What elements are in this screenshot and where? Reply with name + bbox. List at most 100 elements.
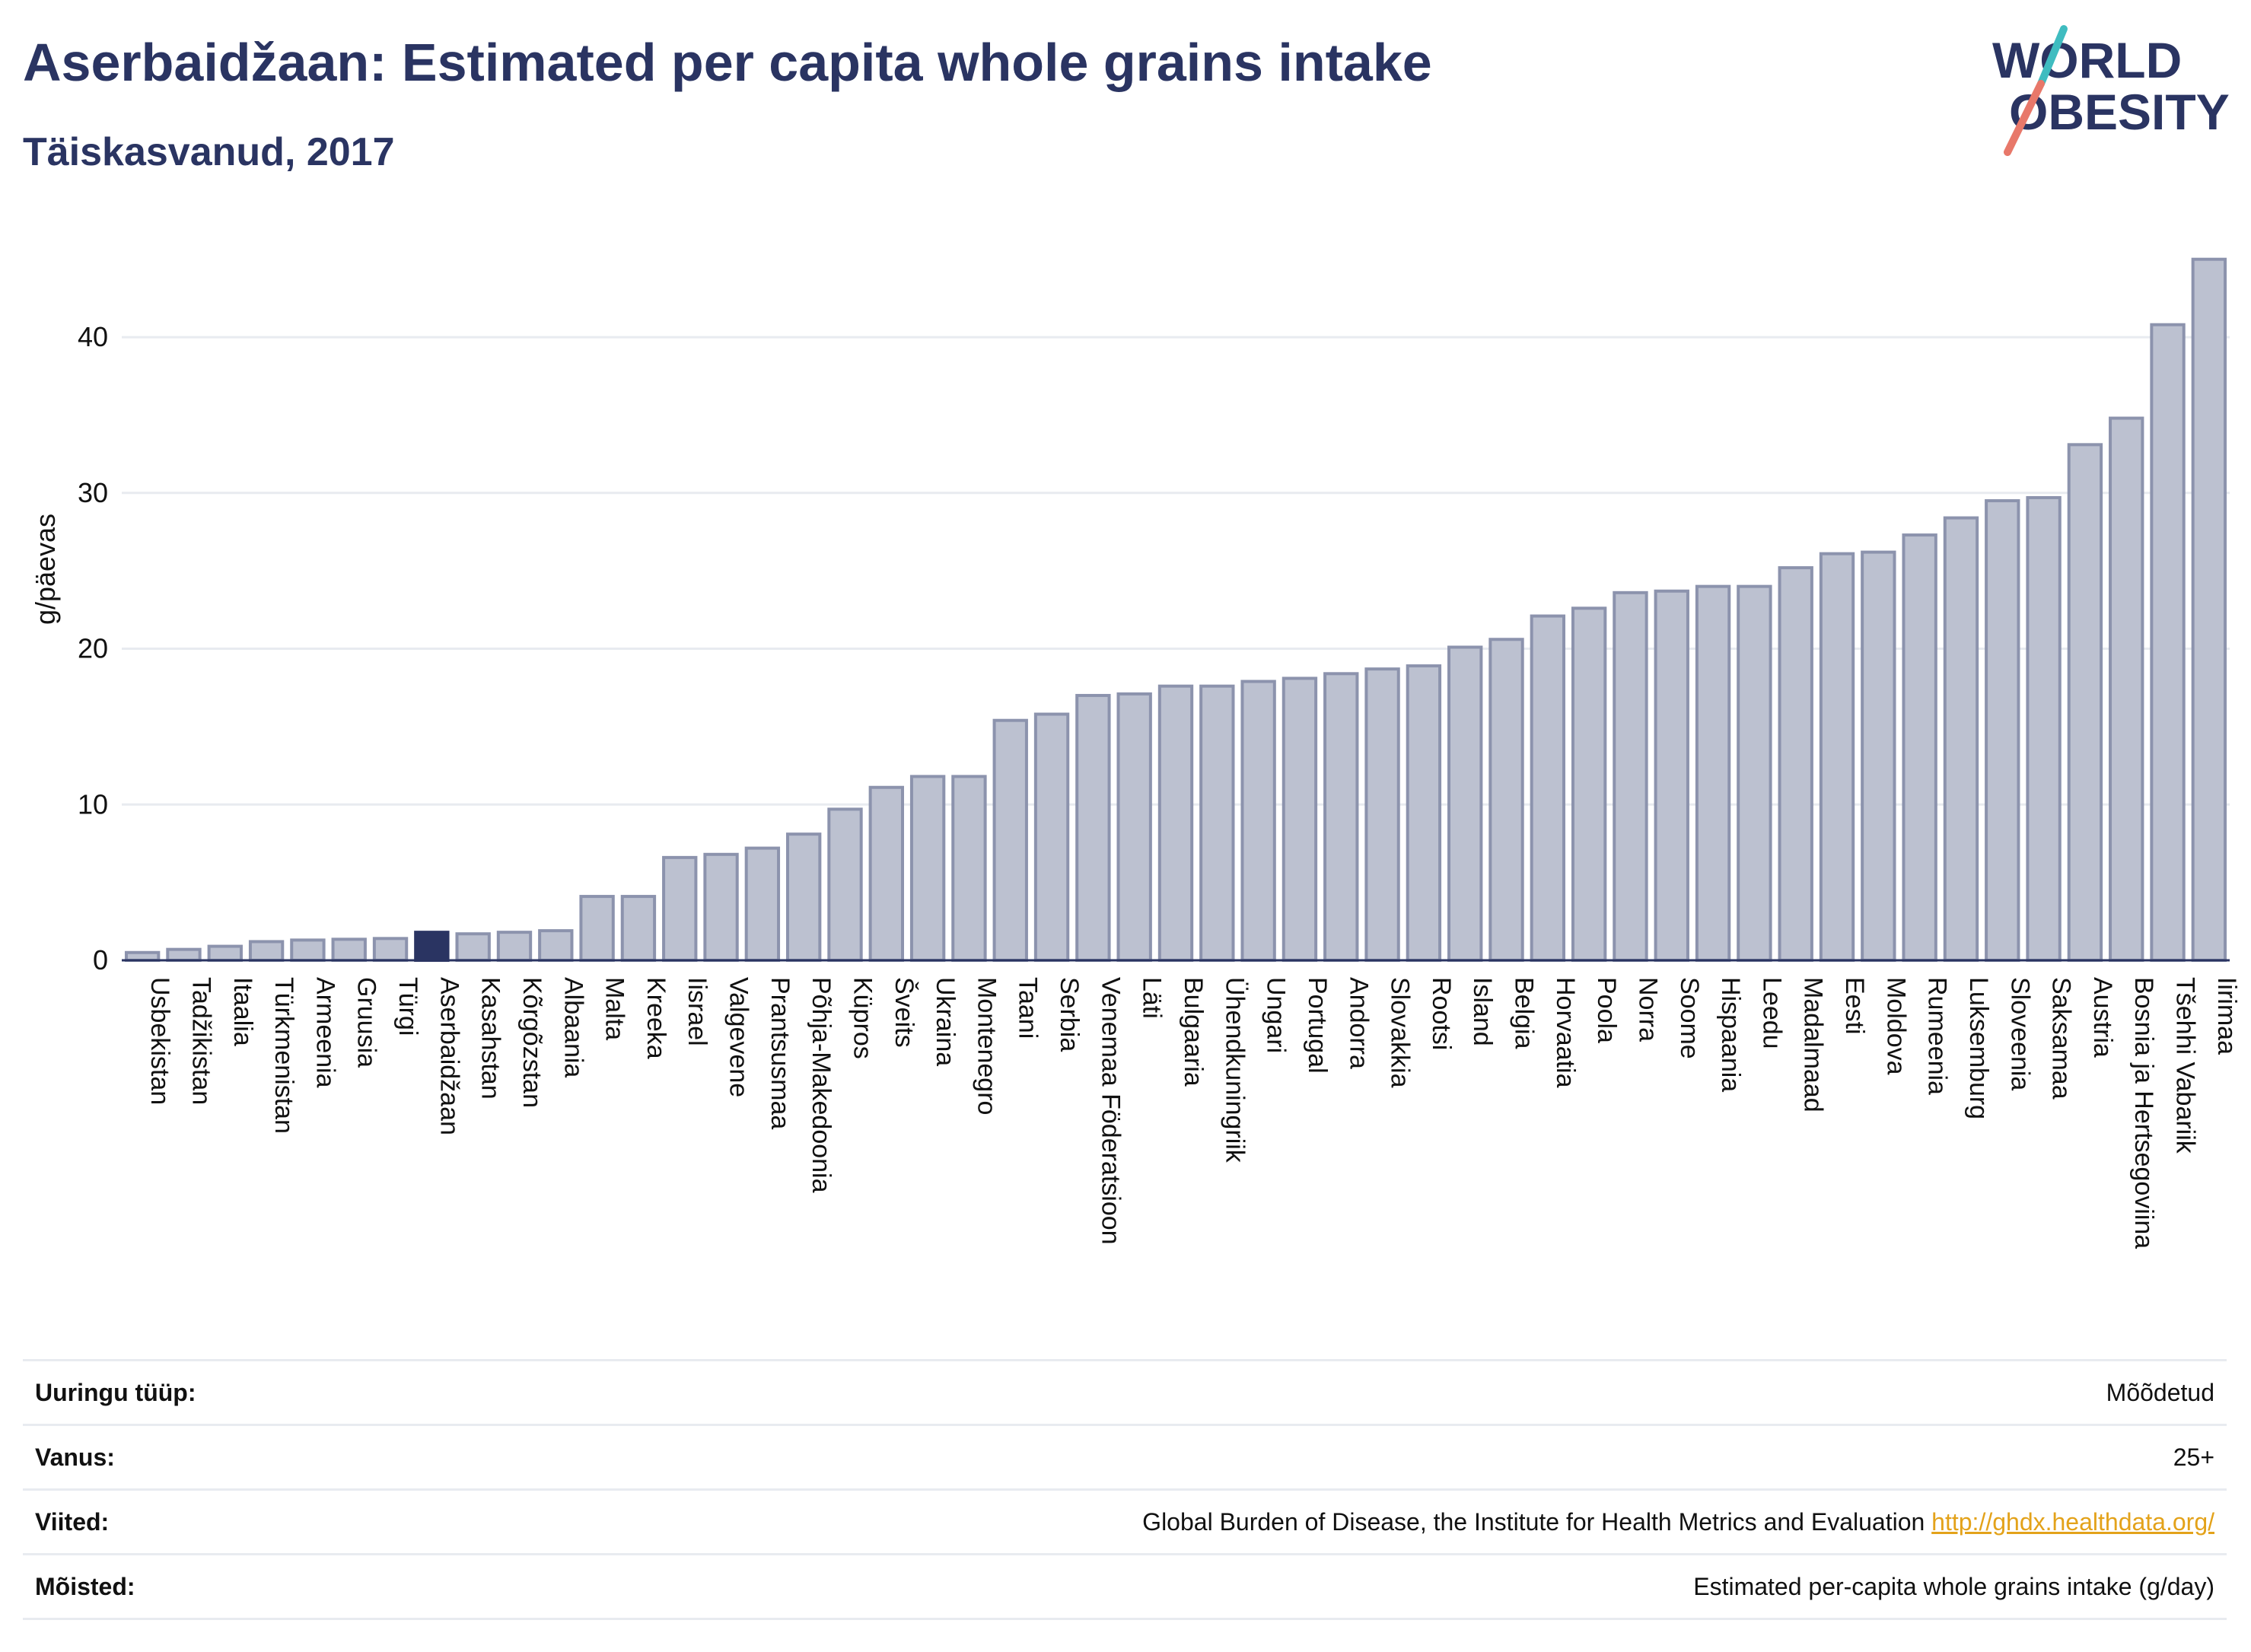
x-tick-label: Tšehhi Vabariik [2171, 977, 2200, 1154]
x-tick-label: Usbekistan [145, 977, 174, 1105]
bar[interactable] [1488, 638, 1524, 963]
bar[interactable] [290, 938, 326, 962]
bar[interactable] [703, 852, 739, 963]
bar[interactable] [124, 950, 161, 962]
bar[interactable] [2067, 443, 2103, 962]
chart-title: Aserbaidžaan: Estimated per capita whole… [23, 33, 1432, 92]
logo-slash-teal [2037, 25, 2068, 88]
logo-line-2: OBESITY [2009, 84, 2230, 140]
info-value: Global Burden of Disease, the Institute … [1142, 1507, 1925, 1536]
bar[interactable] [1530, 614, 1566, 962]
bar[interactable] [207, 944, 243, 963]
info-value-wrap: Global Burden of Disease, the Institute … [1142, 1508, 2227, 1536]
y-tick-label: 0 [93, 944, 108, 976]
bar[interactable] [620, 895, 657, 962]
x-tick-label: Läti [1138, 977, 1167, 1019]
x-tick-label: Venemaa Föderatsioon [1096, 977, 1125, 1245]
info-row-survey-type: Uuringu tüüp: Mõõdetud [23, 1359, 2227, 1424]
x-tick-label: Horvaatia [1551, 977, 1580, 1088]
bar[interactable] [1199, 684, 1235, 962]
bar[interactable] [827, 807, 863, 963]
bar[interactable] [579, 895, 615, 962]
bar[interactable] [909, 775, 946, 962]
bar[interactable] [744, 846, 781, 962]
bar[interactable] [166, 947, 202, 963]
bar[interactable] [1116, 692, 1152, 962]
bar[interactable] [538, 929, 574, 962]
x-tick-label: Bulgaaria [1179, 977, 1208, 1087]
x-tick-label: Kasahstan [476, 977, 505, 1100]
bar[interactable] [1323, 672, 1359, 962]
bar[interactable] [992, 718, 1028, 962]
bar[interactable] [1943, 516, 1979, 962]
bar[interactable] [1654, 589, 1689, 962]
info-key: Vanus: [35, 1443, 115, 1471]
bar[interactable] [1033, 712, 1070, 962]
x-axis-labels: Usbekistan Tadžikistan Itaalia Türkmenistan… [145, 977, 2241, 1249]
bar[interactable] [372, 937, 409, 963]
x-tick-label: Türkmenistan [269, 977, 298, 1134]
bar[interactable] [2109, 416, 2144, 962]
bar[interactable] [1778, 566, 1813, 962]
bar[interactable] [1240, 680, 1276, 962]
info-key: Viited: [35, 1507, 110, 1536]
world-obesity-logo: WORLD OBESITY [1992, 25, 2230, 156]
x-tick-label: Poola [1592, 977, 1621, 1043]
bar[interactable] [1861, 550, 1896, 962]
x-tick-label: Iirimaa [2212, 977, 2241, 1055]
y-axis-ticks: 0 10 20 30 40 [78, 321, 108, 976]
x-tick-label: Taani [1014, 977, 1043, 1039]
bar[interactable] [1364, 667, 1400, 963]
x-tick-label: Serbia [1055, 977, 1084, 1052]
x-tick-label: Šveits [890, 977, 919, 1048]
x-tick-label: Prantsusmaa [766, 977, 794, 1129]
x-tick-label: Leedu [1757, 977, 1786, 1049]
bar[interactable] [868, 785, 904, 963]
info-value: Estimated per-capita whole grains intake… [1693, 1572, 2214, 1600]
bar[interactable] [785, 832, 822, 962]
bar[interactable] [1819, 552, 1855, 962]
bar[interactable] [1282, 676, 1318, 963]
info-value: Mõõdetud [2106, 1378, 2214, 1406]
x-tick-label: Portugal [1303, 977, 1332, 1074]
x-tick-label: Bosnia ja Hertsegoviina [2129, 977, 2158, 1249]
x-tick-label: Itaalia [228, 977, 257, 1046]
info-key: Mõisted: [35, 1572, 135, 1600]
info-row-definitions: Mõisted: Estimated per-capita whole grai… [23, 1553, 2227, 1620]
bar[interactable] [496, 931, 533, 963]
reference-link[interactable]: http://ghdx.healthdata.org/ [1931, 1507, 2214, 1536]
x-tick-label: Kõrgõzstan [517, 977, 546, 1108]
x-tick-label: Luksemburg [1964, 977, 1993, 1119]
bar[interactable] [1737, 584, 1772, 962]
x-tick-label: Eesti [1840, 977, 1869, 1035]
bar[interactable] [951, 775, 987, 962]
x-tick-label: Belgia [1510, 977, 1539, 1049]
bar[interactable] [1613, 590, 1648, 962]
bar[interactable] [2026, 495, 2062, 962]
y-tick-label: 40 [78, 321, 108, 352]
bar[interactable] [1571, 606, 1607, 963]
bar[interactable] [662, 855, 698, 963]
x-tick-label: Sloveenia [2005, 977, 2034, 1090]
bar[interactable] [1695, 584, 1731, 962]
x-tick-label: Saksamaa [2047, 977, 2076, 1100]
y-tick-label: 20 [78, 633, 108, 664]
bar[interactable] [1447, 645, 1483, 962]
x-tick-label: Andorra [1344, 977, 1373, 1069]
x-tick-label: Montenegro [972, 977, 1001, 1115]
bar[interactable] [331, 937, 367, 963]
bar[interactable] [1902, 533, 1937, 962]
bar[interactable] [1157, 684, 1194, 962]
bar[interactable] [414, 931, 450, 963]
bar[interactable] [1985, 499, 2020, 962]
x-tick-label: Kreeka [642, 977, 670, 1059]
bar[interactable] [1075, 693, 1111, 962]
bar[interactable] [2191, 257, 2227, 963]
x-tick-label: Hispaania [1716, 977, 1745, 1092]
x-tick-label: Valgevene [724, 977, 753, 1097]
bar[interactable] [455, 932, 491, 962]
bar[interactable] [248, 940, 285, 962]
x-tick-label: Soome [1675, 977, 1704, 1059]
bar[interactable] [1406, 664, 1442, 962]
bar[interactable] [2150, 323, 2186, 962]
